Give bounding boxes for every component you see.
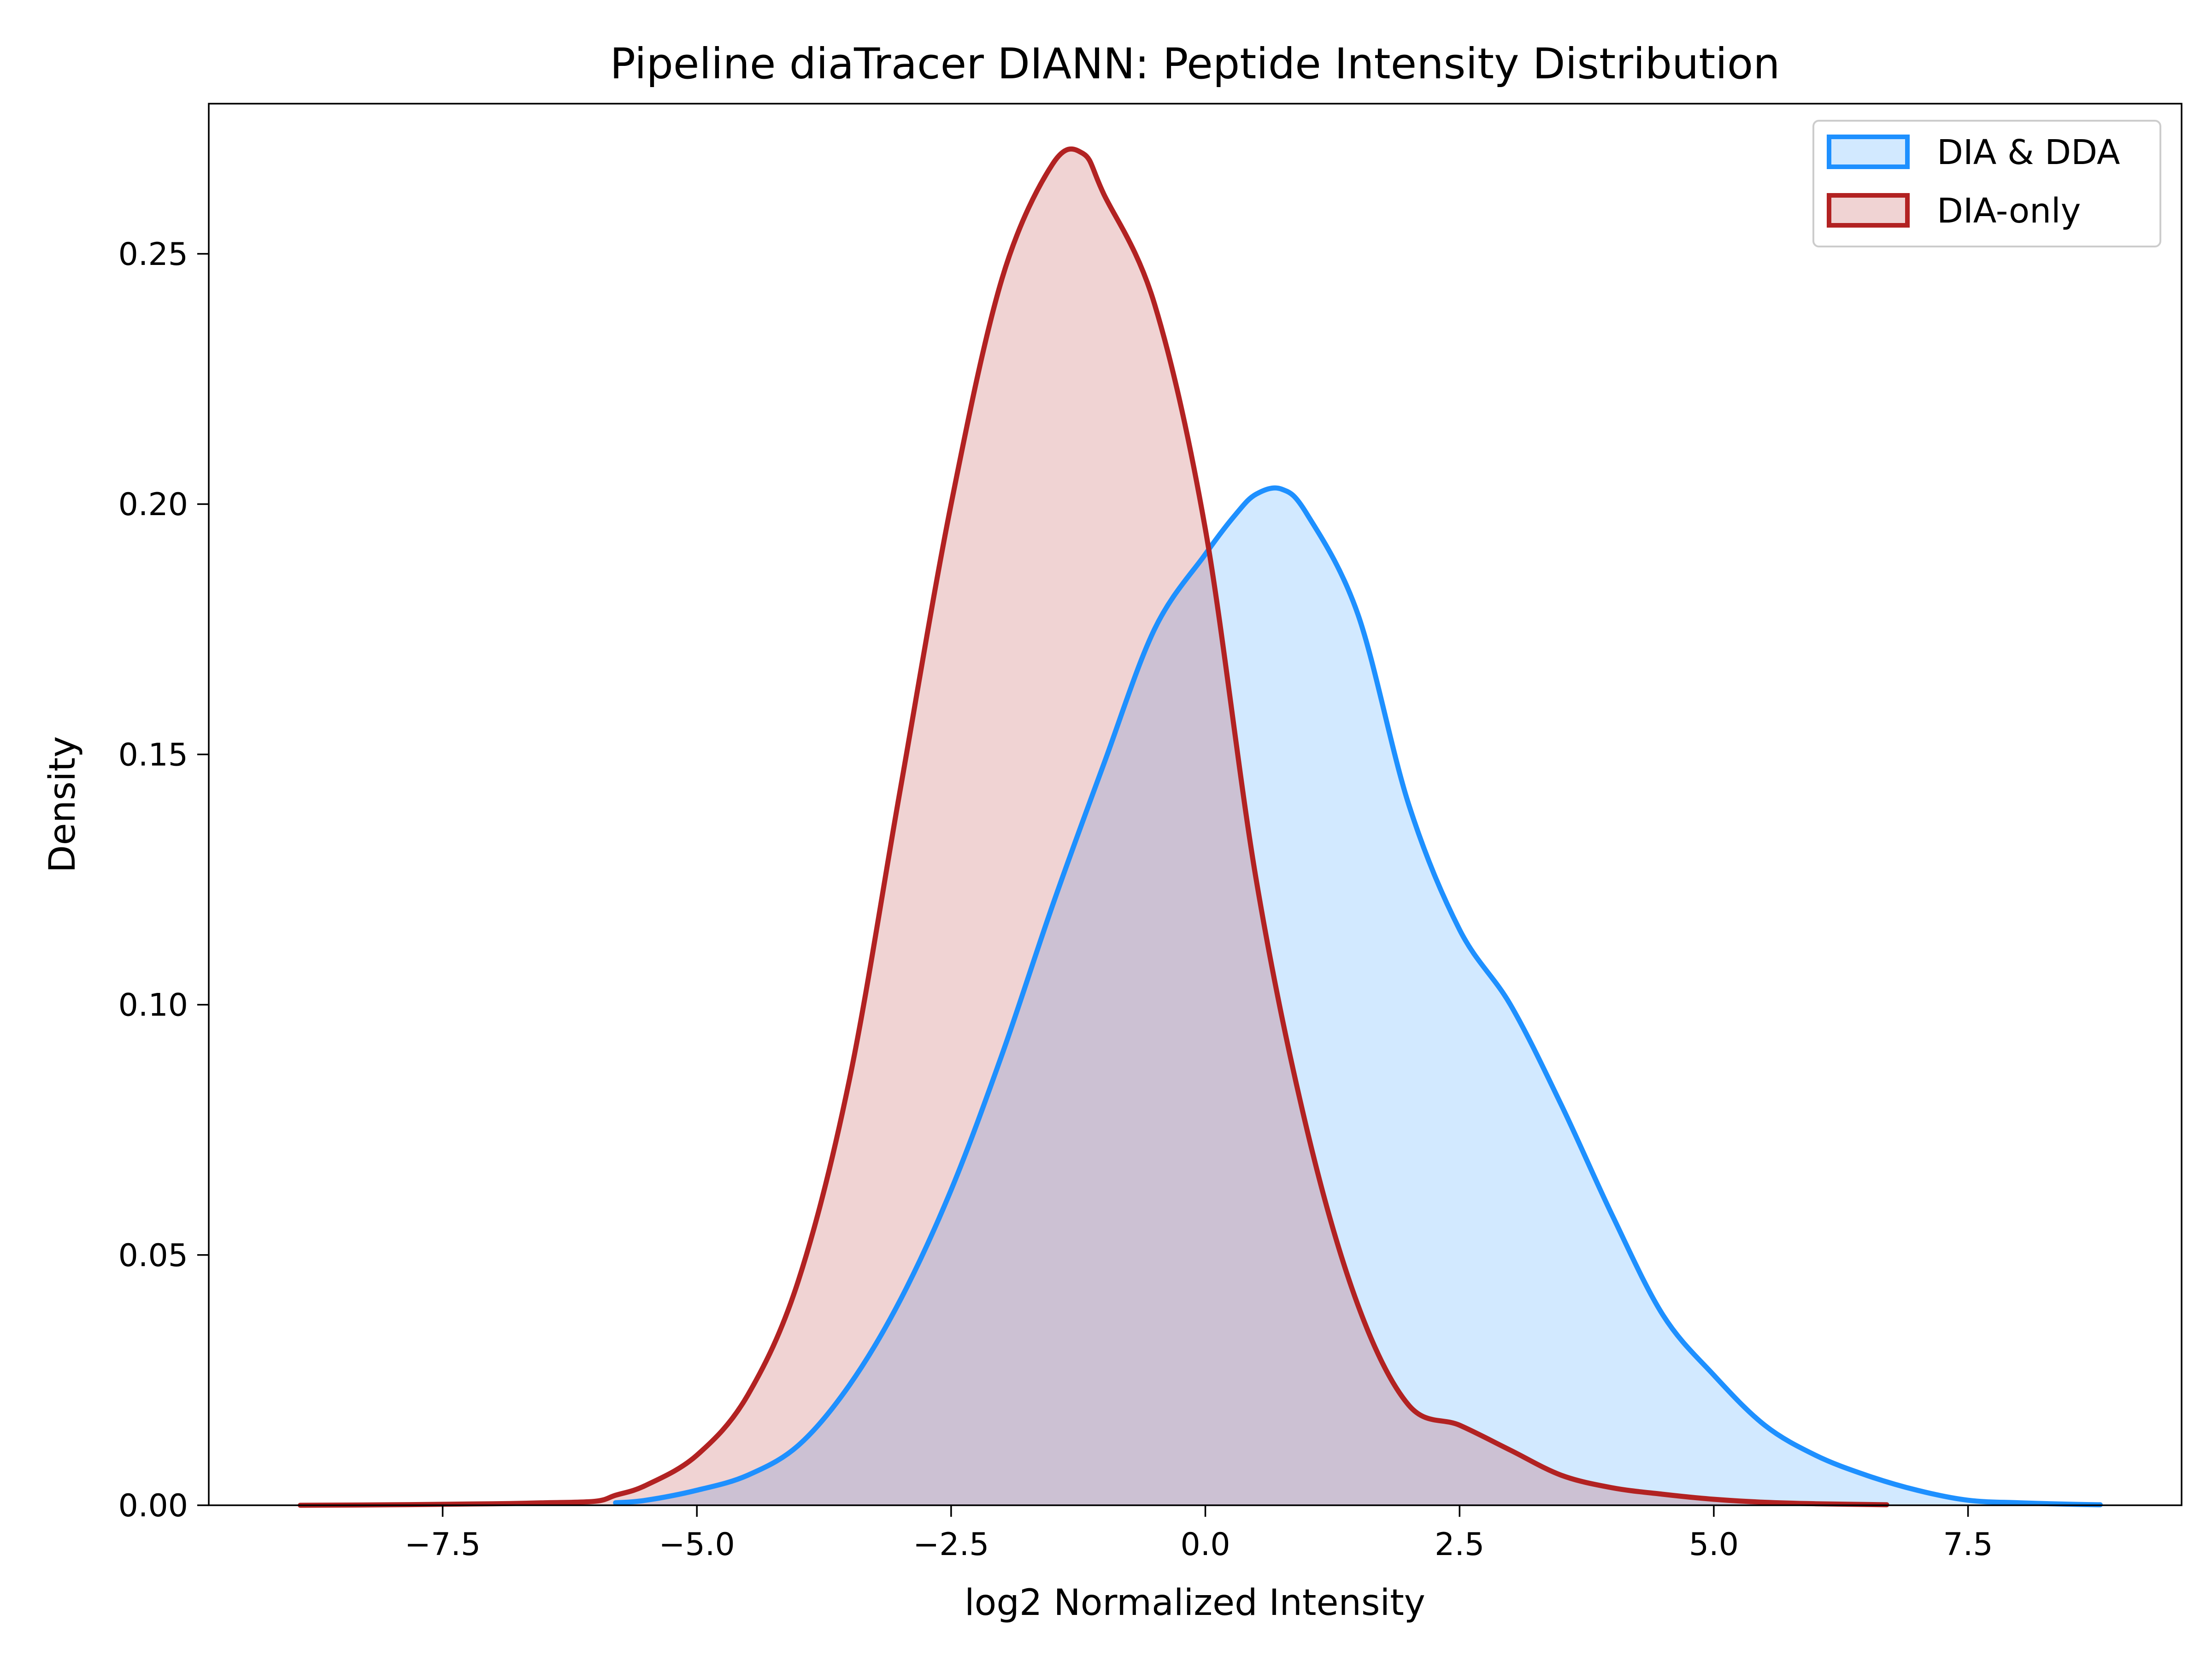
y-tick-label: 0.15 [118,737,188,773]
plot-lines [298,146,2103,1508]
x-axis-label: log2 Normalized Intensity [965,1582,1425,1624]
legend-swatch-background [1829,195,1907,225]
y-tick-label: 0.25 [118,236,188,273]
x-axis-ticks: −7.5 −5.0 −2.5 0.0 2.5 5.0 7.5 [405,1505,1993,1563]
density-line-dia-dda [613,485,2103,1508]
x-tick-label: −2.5 [913,1526,989,1563]
density-area-dia-dda [615,487,2100,1505]
legend-label-dia-only: DIA-only [1937,191,2081,231]
legend-swatch-dia-dda [1827,135,1910,169]
x-tick-label: 0.0 [1180,1526,1230,1563]
y-axis-ticks: 0.00 0.05 0.10 0.15 0.20 0.25 [118,236,209,1524]
x-tick-label: −7.5 [405,1526,481,1563]
y-axis-label: Density [42,736,83,873]
density-area-dia-only [300,149,1887,1505]
x-tick-label: −5.0 [659,1526,735,1563]
y-tick-label: 0.00 [118,1488,188,1524]
plot-fills [300,149,2100,1505]
axes-frame [208,103,2183,1506]
y-tick-label: 0.10 [118,987,188,1024]
y-tick-label: 0.05 [118,1238,188,1274]
legend-label-dia-dda: DIA & DDA [1937,133,2120,172]
y-tick-label: 0.20 [118,487,188,523]
legend: DIA & DDA DIA-only [1812,120,2161,247]
x-tick-label: 5.0 [1689,1526,1739,1563]
x-tick-label: 7.5 [1943,1526,1993,1563]
x-tick-label: 2.5 [1435,1526,1484,1563]
chart-title: Pipeline diaTracer DIANN: Peptide Intens… [610,39,1780,88]
legend-swatch-dia-only [1827,193,1910,228]
legend-swatch-background [1829,137,1907,167]
density-line-dia-only [298,146,1889,1508]
